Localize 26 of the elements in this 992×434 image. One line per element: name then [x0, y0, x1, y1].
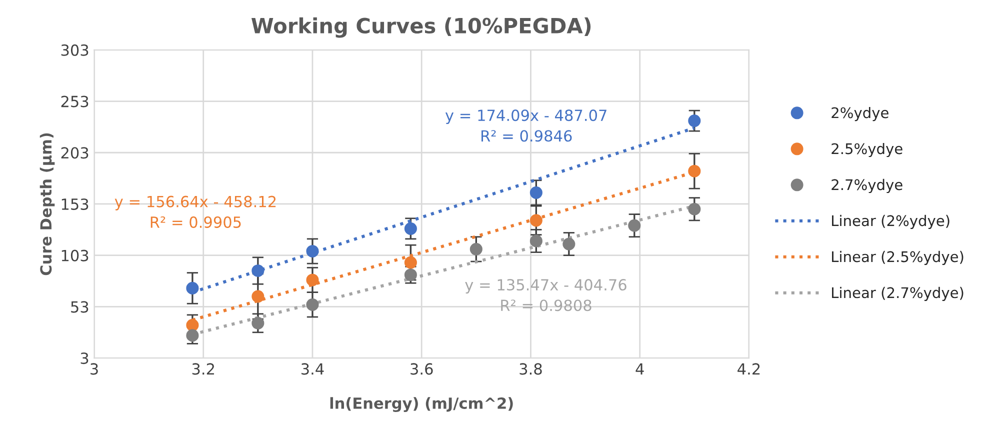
x-tick-label: 3.6: [410, 363, 433, 375]
legend-label: 2.7%ydye: [832, 178, 902, 194]
annotation: y = 174.09x - 487.07 R² = 0.9846: [445, 110, 606, 142]
legend-label: Linear (2.5%ydye): [832, 250, 964, 266]
x-tick-label: 3.4: [301, 363, 324, 375]
legend-label: Linear (2.7%ydye): [832, 286, 964, 302]
annotation: y = 156.64x - 458.12 R² = 0.9905: [114, 196, 276, 228]
x-tick-label: 3: [90, 363, 98, 375]
legend-label: 2%ydye: [832, 106, 888, 122]
annotation: y = 135.47x - 404.76 R² = 0.9808: [465, 279, 626, 312]
legend-label: Linear (2%ydye): [832, 214, 950, 230]
y-tick-label: 303: [61, 44, 88, 56]
y-tick-label: 53: [71, 301, 88, 313]
x-tick-label: 3.2: [192, 363, 214, 375]
y-tick-label: 103: [62, 250, 88, 262]
x-tick-label: 4: [636, 363, 644, 375]
x-tick-label: 3.8: [520, 363, 542, 375]
x-axis-title: ln(Energy) (mJ/cm^2): [330, 397, 513, 412]
y-tick-label: 203: [61, 147, 88, 159]
legend-label: 2.5%ydye: [832, 142, 902, 158]
chart-title: Working Curves (10%PEGDA): [251, 17, 591, 38]
y-tick-label: 3: [80, 352, 88, 364]
y-axis-title: Cure Depth (µm): [40, 133, 55, 276]
y-tick-label: 153: [62, 198, 88, 210]
y-tick-label: 253: [61, 96, 88, 108]
x-tick-label: 4.2: [738, 363, 760, 375]
